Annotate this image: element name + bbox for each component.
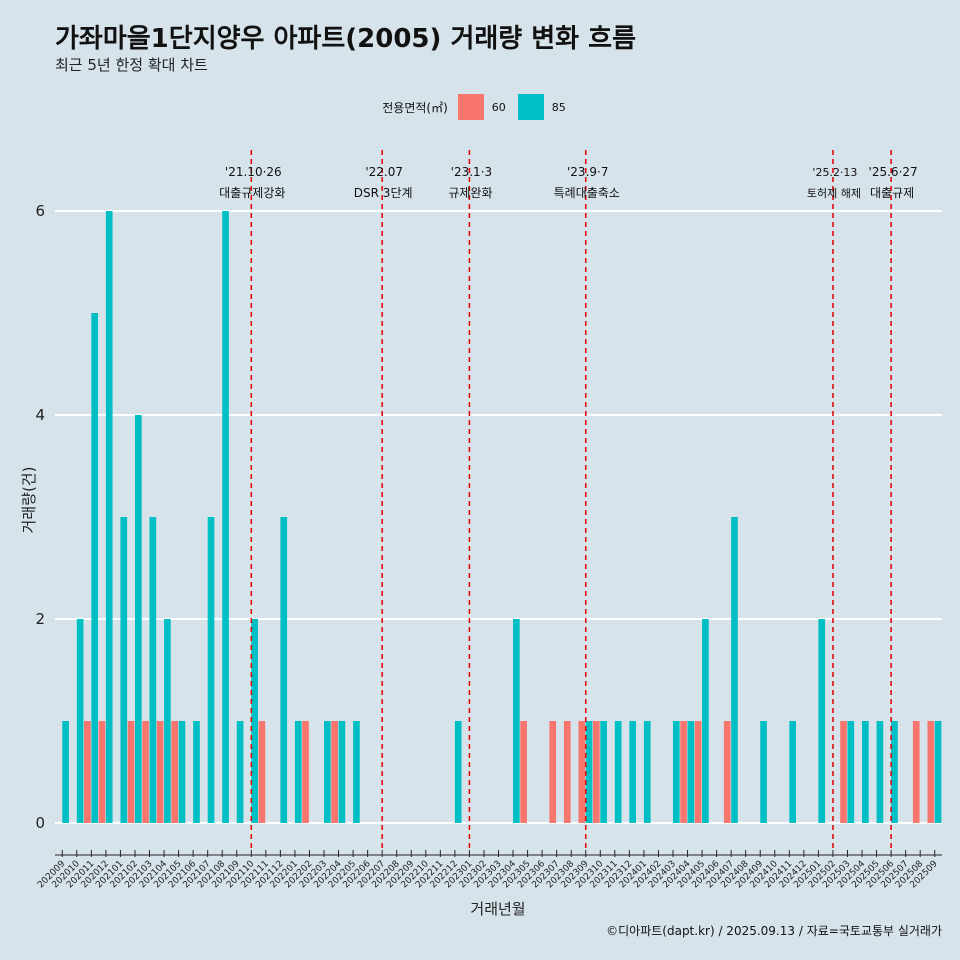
bar-85-202010 xyxy=(76,619,84,823)
bar-85-202201 xyxy=(294,721,302,823)
legend-title: 전용면적(㎡) xyxy=(382,100,448,115)
bar-60-202503 xyxy=(840,721,847,823)
legend-key-85 xyxy=(517,94,544,120)
bar-85-202509 xyxy=(934,721,942,823)
bar-85-202009 xyxy=(62,721,69,823)
bar-85-202310 xyxy=(600,721,607,823)
bar-85-202106 xyxy=(193,721,200,823)
event-annotations: '21.10·26 대출규제강화 '22.07 DSR 3단계 '23.1·3 규제완화 '… xyxy=(219,165,917,200)
bar-60-202509 xyxy=(927,721,935,823)
chart-subtitle: 최근 5년 한정 확대 차트 xyxy=(55,56,208,74)
bar-85-202110 xyxy=(251,619,258,823)
legend-key-60 xyxy=(457,94,484,120)
event-label: 특례대출축소 xyxy=(554,186,620,200)
bar-85-202404 xyxy=(687,721,695,823)
bar-60-202111 xyxy=(258,721,266,823)
bar-85-202011 xyxy=(91,313,99,823)
bar-85-202107 xyxy=(207,517,215,823)
bar-85-202102 xyxy=(134,415,142,823)
bars xyxy=(62,211,942,823)
bar-60-202405 xyxy=(694,721,702,823)
y-tick-label: 0 xyxy=(35,814,45,832)
event-label: 대출규제강화 xyxy=(219,186,285,200)
y-tick-label: 6 xyxy=(35,202,45,220)
grid-lines xyxy=(55,210,942,824)
bar-85-202506 xyxy=(891,721,898,823)
bar-85-202112 xyxy=(280,517,288,823)
y-tick-label: 2 xyxy=(35,610,45,628)
bar-85-202411 xyxy=(789,721,796,823)
bar-85-202304 xyxy=(513,619,520,823)
event-date: '23.1·3 xyxy=(451,165,492,179)
bar-60-202103 xyxy=(142,721,149,823)
event-label: 규제완화 xyxy=(448,186,492,200)
bar-60-202011 xyxy=(84,721,91,823)
bar-85-202108 xyxy=(222,211,229,823)
bar-85-202505 xyxy=(876,721,884,823)
bar-85-202312 xyxy=(629,721,637,823)
bar-85-202105 xyxy=(178,721,186,823)
bar-85-202504 xyxy=(862,721,869,823)
bar-85-202104 xyxy=(164,619,171,823)
event-label: 토허제 해제 xyxy=(807,186,861,200)
bar-85-202204 xyxy=(338,721,346,823)
event-label: DSR 3단계 xyxy=(354,186,413,200)
bar-60-202305 xyxy=(520,721,527,823)
bar-60-202204 xyxy=(331,721,338,823)
legend-label-60: 60 xyxy=(491,100,506,114)
bar-60-202105 xyxy=(171,721,178,823)
bar-85-202407 xyxy=(731,517,738,823)
y-tick-label: 4 xyxy=(35,406,45,424)
bar-85-202403 xyxy=(672,721,680,823)
x-axis: 2020092020102020112020122021012021022021… xyxy=(36,850,942,890)
bar-85-202309 xyxy=(585,721,593,823)
bar-60-202404 xyxy=(680,721,687,823)
y-axis: 0 2 4 6 xyxy=(35,202,45,832)
event-label: 대출규제 xyxy=(870,186,914,200)
bar-85-202203 xyxy=(324,721,331,823)
bar-85-202101 xyxy=(120,517,128,823)
bar-60-202104 xyxy=(156,721,164,823)
event-date: '25.6·27 xyxy=(869,165,918,179)
bar-85-202212 xyxy=(454,721,462,823)
bar-85-202103 xyxy=(149,517,157,823)
bar-85-202503 xyxy=(847,721,855,823)
event-date: '25.2·13 xyxy=(812,166,857,179)
event-date: '22.07 xyxy=(365,165,403,179)
bar-60-202308 xyxy=(563,721,571,823)
bar-60-202202 xyxy=(302,721,309,823)
bar-85-202401 xyxy=(643,721,651,823)
source-caption: ©디아파트(dapt.kr) / 2025.09.13 / 자료=국토교통부 실… xyxy=(606,924,942,938)
bar-60-202307 xyxy=(549,721,557,823)
bar-85-202501 xyxy=(818,619,826,823)
legend: 전용면적(㎡) 60 85 xyxy=(0,94,960,120)
bar-85-202311 xyxy=(614,721,622,823)
chart-title: 가좌마을1단지양우 아파트(2005) 거래량 변화 흐름 xyxy=(55,24,636,54)
bar-85-202109 xyxy=(236,721,244,823)
bar-60-202310 xyxy=(593,721,600,823)
x-axis-label: 거래년월 xyxy=(470,900,525,918)
bar-85-202205 xyxy=(353,721,360,823)
bar-60-202508 xyxy=(912,721,920,823)
legend-label-85: 85 xyxy=(551,100,566,114)
y-axis-label: 거래량(건) xyxy=(20,467,38,534)
bar-85-202405 xyxy=(702,619,709,823)
bar-60-202407 xyxy=(723,721,731,823)
event-date: '23.9·7 xyxy=(567,165,608,179)
bar-60-202309 xyxy=(578,721,586,823)
event-date: '21.10·26 xyxy=(225,165,282,179)
bar-60-202102 xyxy=(127,721,135,823)
bar-60-202012 xyxy=(98,721,106,823)
bar-85-202409 xyxy=(760,721,767,823)
bar-85-202012 xyxy=(105,211,113,823)
